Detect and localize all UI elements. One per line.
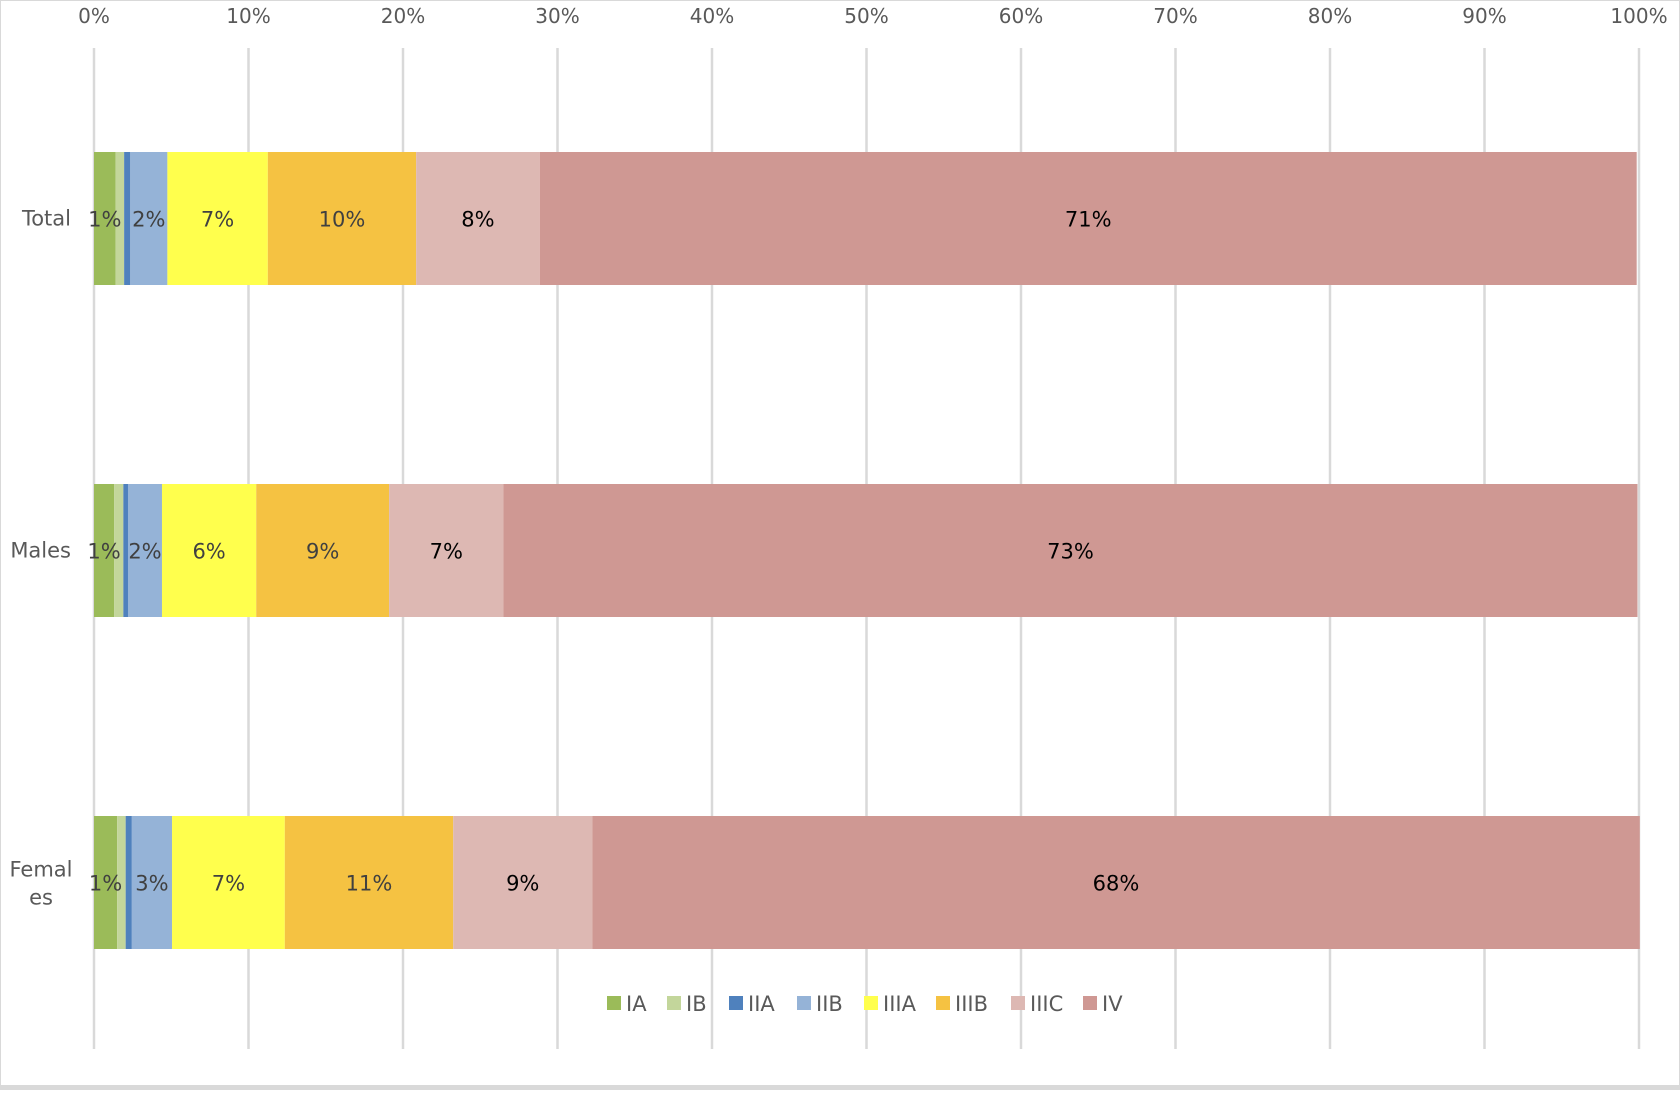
data-label: 2% — [132, 208, 165, 232]
x-tick-label: 50% — [844, 4, 888, 28]
data-label: 71% — [1065, 208, 1112, 232]
data-label: 1% — [87, 540, 120, 564]
legend-label: IA — [626, 992, 647, 1016]
data-label: 2% — [128, 540, 161, 564]
x-tick-label: 40% — [690, 4, 734, 28]
bar-segment-iiia-males — [161, 484, 257, 617]
data-label: 68% — [1093, 872, 1140, 896]
bar-segment-iiib-males — [256, 484, 390, 617]
bar-segment-iia-total — [124, 152, 131, 285]
x-tick-label: 100% — [1610, 4, 1667, 28]
bar-segment-iia-females — [125, 816, 132, 949]
legend-label: IIIB — [955, 992, 988, 1016]
legend-label: IIIA — [883, 992, 917, 1016]
bar-segment-iib-males — [127, 484, 162, 617]
legend-swatch-iiib — [936, 996, 950, 1010]
data-label: 1% — [89, 872, 122, 896]
data-label: 8% — [461, 208, 494, 232]
legend-swatch-ib — [667, 996, 681, 1010]
bar-segment-ia-males — [94, 484, 115, 617]
category-label: Femal es — [9, 858, 72, 910]
legend-swatch-iv — [1083, 996, 1097, 1010]
bar-segment-iv-females — [592, 816, 1640, 949]
data-label: 9% — [306, 540, 339, 564]
data-label: 9% — [506, 872, 539, 896]
x-tick-label: 80% — [1308, 4, 1352, 28]
bar-segment-ia-total — [94, 152, 116, 285]
legend-label: IB — [686, 992, 707, 1016]
x-tick-label: 90% — [1462, 4, 1506, 28]
bar-segment-ib-total — [115, 152, 125, 285]
bar-segment-iiic-females — [453, 816, 593, 949]
data-label: 6% — [192, 540, 225, 564]
bar-segment-iv-total — [539, 152, 1637, 285]
bar-segment-ib-females — [117, 816, 126, 949]
data-label: 7% — [201, 208, 234, 232]
legend-swatch-iia — [729, 996, 743, 1010]
x-tick-label: 0% — [78, 4, 110, 28]
bar-segment-iiic-males — [389, 484, 504, 617]
x-tick-label: 30% — [535, 4, 579, 28]
data-label: 73% — [1047, 540, 1094, 564]
bar-segment-iia-males — [123, 484, 128, 617]
data-label: 1% — [88, 208, 121, 232]
x-tick-label: 20% — [381, 4, 425, 28]
data-label: 3% — [135, 872, 168, 896]
category-label: Males — [10, 539, 71, 563]
bar-segment-iiic-total — [416, 152, 540, 285]
category-label: Total — [21, 207, 71, 231]
data-label: 10% — [319, 208, 366, 232]
legend-label: IV — [1102, 992, 1123, 1016]
legend-swatch-ia — [607, 996, 621, 1010]
bar-segment-iiia-total — [167, 152, 268, 285]
bar-segment-iiia-females — [172, 816, 285, 949]
legend-swatch-iiic — [1011, 996, 1025, 1010]
legend-swatch-iiia — [864, 996, 878, 1010]
data-label: 11% — [346, 872, 393, 896]
bar-segment-ib-males — [114, 484, 124, 617]
bar-segment-iiib-females — [284, 816, 454, 949]
bar-segment-iv-males — [503, 484, 1638, 617]
bar-segment-iib-total — [130, 152, 168, 285]
legend-label: IIIC — [1030, 992, 1063, 1016]
x-tick-label: 60% — [999, 4, 1043, 28]
data-label: 7% — [212, 872, 245, 896]
x-tick-label: 10% — [226, 4, 270, 28]
x-tick-label: 70% — [1153, 4, 1197, 28]
legend-swatch-iib — [797, 996, 811, 1010]
bar-segment-iib-females — [131, 816, 173, 949]
data-label: 7% — [430, 540, 463, 564]
bar-segment-ia-females — [94, 816, 118, 949]
legend-label: IIA — [748, 992, 775, 1016]
legend-label: IIB — [816, 992, 843, 1016]
bar-segment-iiib-total — [267, 152, 417, 285]
